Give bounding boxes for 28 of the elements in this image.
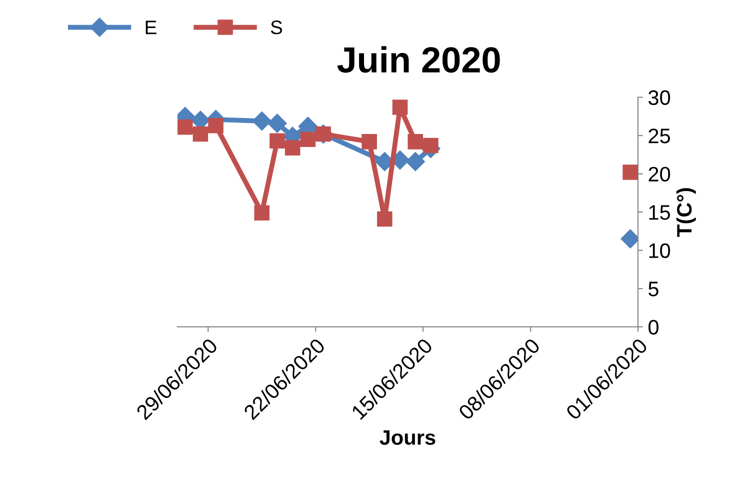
point xyxy=(268,114,287,133)
point xyxy=(177,120,193,135)
x-axis-title: Jours xyxy=(380,430,436,445)
y-tick-label: 0 xyxy=(648,320,658,335)
y-tick-label: 5 xyxy=(648,282,658,296)
point xyxy=(622,164,638,180)
y-tick-label: 30 xyxy=(648,90,670,106)
y-axis-title: T(C°) xyxy=(676,188,696,237)
point xyxy=(254,205,270,220)
point xyxy=(408,134,424,150)
point xyxy=(270,133,285,149)
y-tick-label: 15 xyxy=(649,205,670,220)
legend-label: S xyxy=(270,20,282,34)
point xyxy=(392,100,408,115)
point xyxy=(406,152,425,172)
point xyxy=(300,132,316,148)
legend-label: E xyxy=(146,20,156,34)
chart-title: Juin 2020 xyxy=(337,46,500,73)
point xyxy=(284,140,300,156)
y-tick-label: 20 xyxy=(648,166,670,182)
point xyxy=(377,211,392,227)
y-tick-label: 25 xyxy=(648,128,670,144)
point xyxy=(192,126,208,142)
point xyxy=(362,134,377,150)
point xyxy=(208,118,224,134)
y-tick-label: 10 xyxy=(649,243,670,258)
point xyxy=(423,138,438,154)
point xyxy=(252,111,272,131)
